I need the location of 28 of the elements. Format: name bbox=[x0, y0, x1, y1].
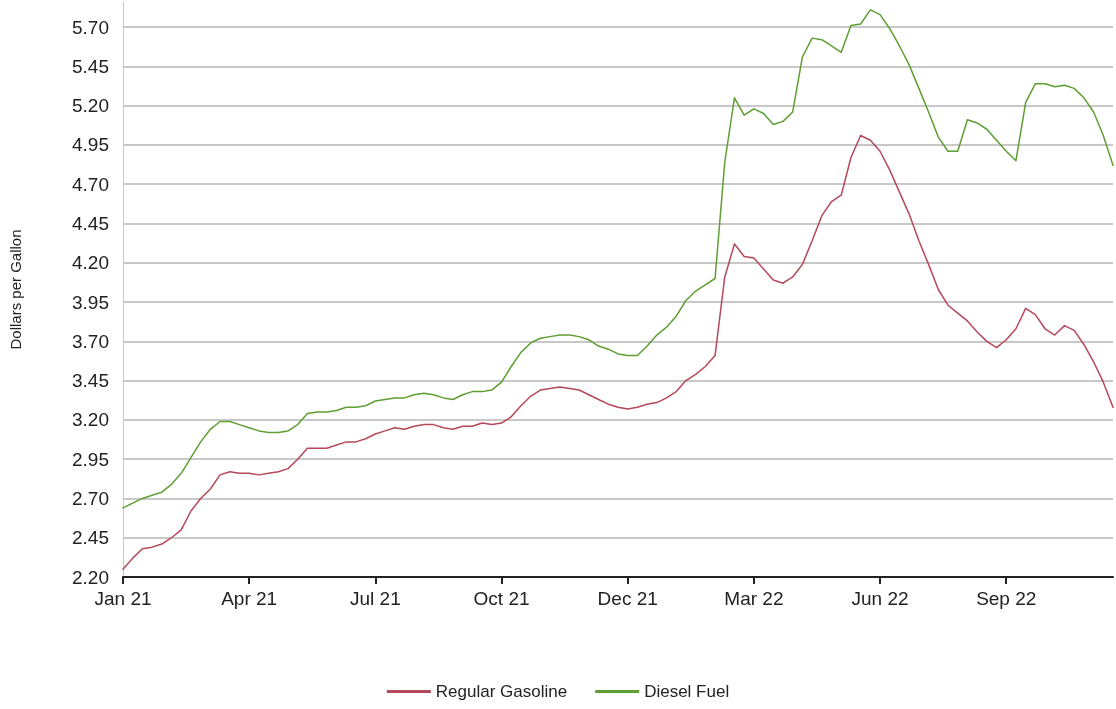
y-tick-label: 3.95 bbox=[72, 291, 109, 313]
y-tick-label: 5.70 bbox=[72, 16, 109, 38]
y-tick-label: 2.70 bbox=[72, 487, 109, 509]
x-tick-label: Jan 21 bbox=[94, 588, 152, 609]
y-tick-label: 3.70 bbox=[72, 330, 109, 352]
x-tick-label: Sep 22 bbox=[976, 588, 1037, 609]
y-axis-title: Dollars per Gallon bbox=[7, 229, 24, 350]
legend-label: Regular Gasoline bbox=[435, 682, 568, 701]
y-tick-label: 4.70 bbox=[72, 173, 109, 195]
x-tick-label: Mar 22 bbox=[724, 588, 784, 609]
y-tick-label: 2.20 bbox=[72, 566, 109, 588]
y-tick-label: 4.45 bbox=[72, 213, 109, 235]
y-tick-label: 5.45 bbox=[72, 55, 109, 77]
x-tick-label: Oct 21 bbox=[473, 588, 530, 609]
y-tick-label: 4.20 bbox=[72, 252, 109, 274]
x-tick-label: Apr 21 bbox=[221, 588, 278, 609]
legend-label: Diesel Fuel bbox=[644, 682, 730, 701]
x-tick-label: Dec 21 bbox=[597, 588, 658, 609]
y-tick-label: 4.95 bbox=[72, 134, 109, 156]
y-tick-label: 2.45 bbox=[72, 527, 109, 549]
y-tick-label: 3.45 bbox=[72, 370, 109, 392]
y-tick-label: 2.95 bbox=[72, 448, 109, 470]
y-tick-label: 3.20 bbox=[72, 409, 109, 431]
line-series bbox=[122, 9, 1114, 509]
x-tick-label: Jul 21 bbox=[350, 588, 401, 609]
x-tick-label: Jun 22 bbox=[851, 588, 909, 609]
line-series bbox=[122, 134, 1114, 570]
y-tick-label: 5.20 bbox=[72, 95, 109, 117]
